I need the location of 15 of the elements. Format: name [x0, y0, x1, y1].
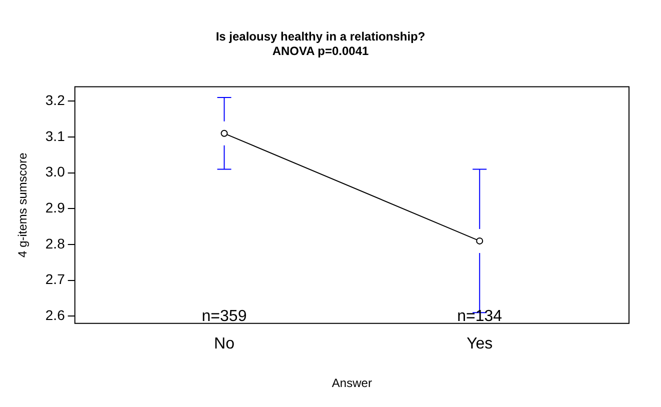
x-axis-title: Answer — [332, 376, 372, 390]
y-tick-label: 2.6 — [45, 307, 66, 324]
y-tick-label: 2.9 — [45, 200, 66, 216]
x-tick-label: No — [214, 335, 235, 352]
chart-title: Is jealousy healthy in a relationship? — [216, 30, 426, 44]
y-axis-title: 4 g-items sumscore — [16, 152, 30, 258]
chart-subtitle: ANOVA p=0.0041 — [272, 44, 370, 58]
x-tick-label: Yes — [466, 335, 493, 352]
y-tick-label: 2.7 — [45, 271, 66, 288]
annotation: n=134 — [457, 308, 502, 325]
y-tick-label: 3.1 — [45, 128, 66, 144]
y-tick-label: 3.0 — [45, 164, 66, 180]
annotation: n=359 — [202, 308, 247, 325]
y-tick-label: 2.8 — [45, 235, 66, 252]
y-tick-label: 3.2 — [45, 92, 66, 108]
